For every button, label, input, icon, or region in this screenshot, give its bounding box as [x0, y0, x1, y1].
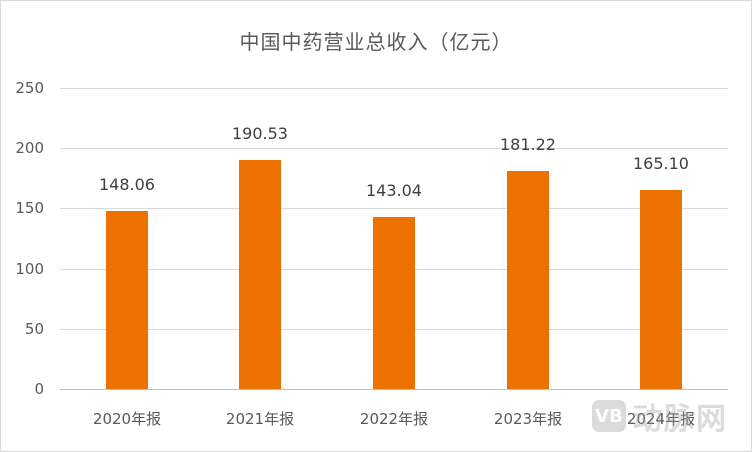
x-axis-line — [60, 389, 728, 390]
chart-title: 中国中药营业总收入（亿元） — [239, 30, 513, 54]
bar — [507, 171, 549, 389]
y-tick-label: 50 — [24, 320, 44, 338]
bar — [373, 217, 415, 389]
y-tick-label: 200 — [15, 139, 44, 157]
x-tick-label: 2022年报 — [359, 410, 429, 428]
y-tick-label: 0 — [34, 380, 44, 398]
data-label: 181.22 — [500, 135, 556, 154]
x-tick-label: 2020年报 — [92, 410, 162, 428]
data-label: 143.04 — [366, 181, 422, 200]
x-tick-label: 2023年报 — [493, 410, 563, 428]
gridline — [60, 208, 728, 209]
bar — [106, 211, 148, 389]
gridline — [60, 148, 728, 149]
bar — [640, 190, 682, 389]
data-label: 165.10 — [633, 154, 689, 173]
x-tick-label: 2021年报 — [225, 410, 295, 428]
x-tick-label: 2024年报 — [626, 410, 696, 428]
data-label: 190.53 — [232, 124, 288, 143]
y-tick-label: 150 — [15, 199, 44, 217]
gridline — [60, 88, 728, 89]
y-tick-label: 250 — [15, 79, 44, 97]
y-tick-label: 100 — [15, 260, 44, 278]
bar — [239, 160, 281, 389]
data-label: 148.06 — [99, 175, 155, 194]
